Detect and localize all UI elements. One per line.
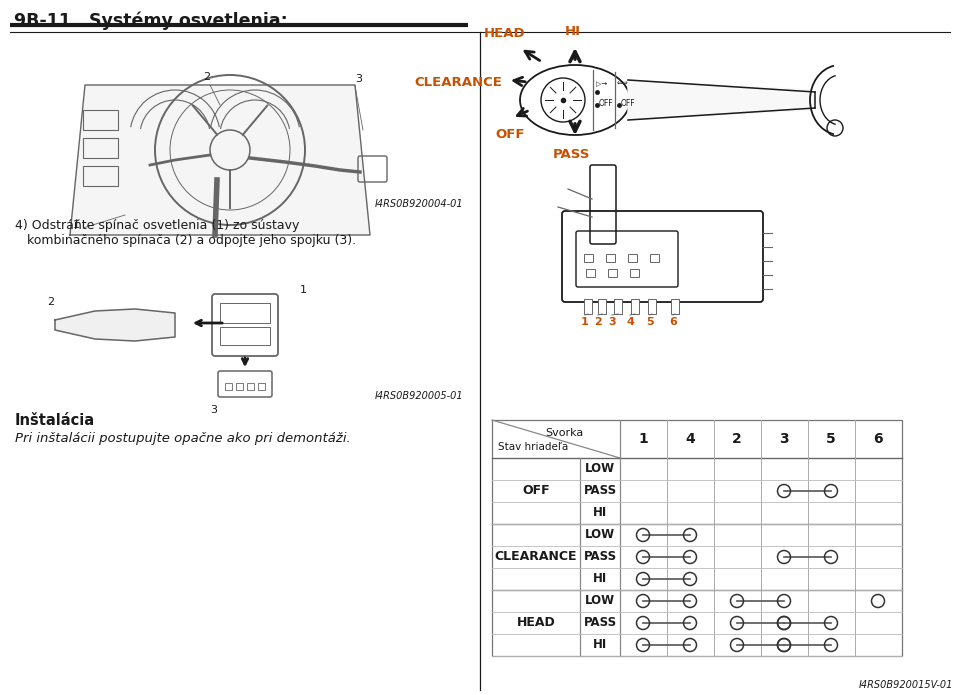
Bar: [584, 254, 593, 262]
Text: 2: 2: [732, 432, 742, 446]
Bar: [220, 327, 270, 345]
Text: Inštalácia: Inštalácia: [15, 413, 95, 428]
Text: I4RS0B920005-01: I4RS0B920005-01: [374, 391, 463, 401]
Bar: [606, 254, 615, 262]
Text: 2: 2: [203, 72, 210, 82]
Text: PASS: PASS: [584, 484, 616, 498]
Text: CLEARANCE: CLEARANCE: [414, 76, 502, 88]
Polygon shape: [628, 80, 815, 120]
Text: 1: 1: [638, 432, 648, 446]
Text: CLEARANCE: CLEARANCE: [494, 550, 577, 564]
Text: 1: 1: [581, 317, 588, 327]
Text: HI: HI: [593, 507, 607, 519]
Text: 4) Odstráňte spínač osvetlenia (1) zo sústavy: 4) Odstráňte spínač osvetlenia (1) zo sú…: [15, 219, 300, 232]
Bar: [631, 299, 639, 314]
Text: Pri inštalácii postupujte opačne ako pri demontáži.: Pri inštalácii postupujte opačne ako pri…: [15, 432, 350, 445]
Bar: [225, 383, 232, 390]
Bar: [492, 420, 902, 656]
Text: 3: 3: [780, 432, 789, 446]
Text: PASS: PASS: [552, 148, 589, 161]
Text: HI: HI: [593, 573, 607, 585]
Text: 9B-11   Systémy osvetlenia:: 9B-11 Systémy osvetlenia:: [14, 12, 288, 31]
Text: LOW: LOW: [585, 594, 615, 607]
Bar: [83, 138, 118, 158]
Text: 1: 1: [73, 220, 80, 230]
Text: Stav hriadeľa: Stav hriadeľa: [498, 442, 568, 452]
Bar: [630, 269, 639, 277]
Text: I4RS0B920015V-01: I4RS0B920015V-01: [858, 680, 953, 690]
Text: OFF: OFF: [522, 484, 550, 498]
Text: kombinačného spínača (2) a odpojte jeho spojku (3).: kombinačného spínača (2) a odpojte jeho …: [15, 234, 356, 247]
Text: HEAD: HEAD: [484, 27, 526, 40]
Bar: [247, 383, 254, 390]
Bar: [628, 254, 637, 262]
Text: ▷→: ▷→: [596, 81, 608, 87]
Text: 4: 4: [685, 432, 695, 446]
Text: PASS: PASS: [584, 550, 616, 564]
Text: OFF: OFF: [495, 128, 525, 141]
Text: HEAD: HEAD: [516, 616, 556, 630]
Text: 1: 1: [300, 285, 307, 295]
Text: ⇐⇒: ⇐⇒: [617, 81, 629, 87]
Text: LOW: LOW: [585, 528, 615, 541]
Text: 2: 2: [594, 317, 602, 327]
Text: OFF: OFF: [599, 99, 613, 108]
Text: 3: 3: [609, 317, 615, 327]
Text: 5: 5: [646, 317, 654, 327]
Text: 3: 3: [355, 74, 362, 84]
Bar: [650, 254, 659, 262]
Text: 6: 6: [669, 317, 677, 327]
Bar: [598, 299, 606, 314]
Text: 4: 4: [626, 317, 634, 327]
Bar: [586, 269, 595, 277]
Polygon shape: [55, 309, 175, 341]
Bar: [584, 299, 592, 314]
Bar: [220, 303, 270, 323]
Text: 6: 6: [874, 432, 883, 446]
Bar: [83, 166, 118, 186]
Text: OFF: OFF: [621, 99, 636, 108]
Polygon shape: [70, 85, 370, 235]
Text: I4RS0B920004-01: I4RS0B920004-01: [374, 199, 463, 209]
Text: HI: HI: [593, 639, 607, 651]
Text: Svorka: Svorka: [545, 428, 583, 438]
Bar: [492, 420, 902, 458]
Bar: [608, 269, 617, 277]
Bar: [83, 110, 118, 130]
Text: 3: 3: [210, 405, 217, 415]
Text: HI: HI: [565, 25, 581, 38]
Bar: [614, 299, 622, 314]
Bar: [648, 299, 656, 314]
Text: LOW: LOW: [585, 462, 615, 475]
Text: 2: 2: [47, 297, 54, 307]
Text: PASS: PASS: [584, 616, 616, 630]
Text: 5: 5: [827, 432, 836, 446]
Bar: [258, 383, 265, 390]
Bar: [236, 383, 243, 390]
Bar: [671, 299, 679, 314]
